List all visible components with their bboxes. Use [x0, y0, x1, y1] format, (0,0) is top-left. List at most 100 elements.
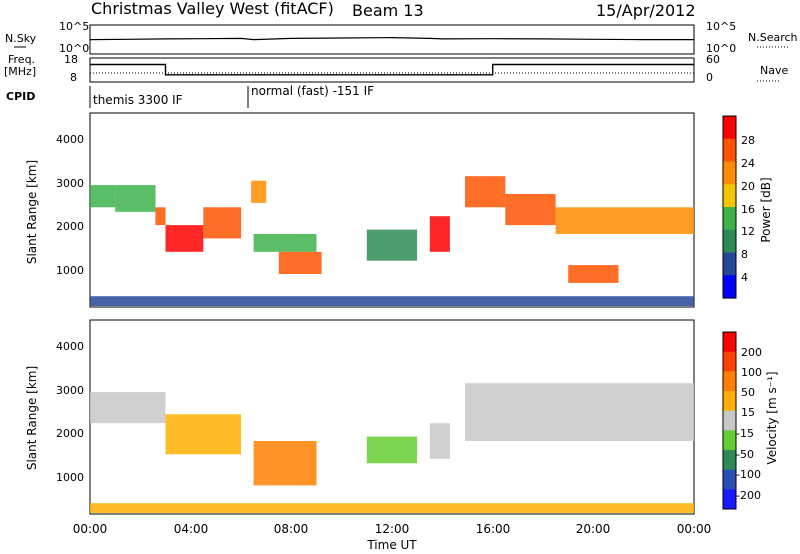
xtick-1200: 12:00 — [375, 522, 410, 536]
power-cbar-tick-28: 28 — [741, 134, 755, 147]
power-cbar-swatch-6 — [723, 252, 736, 276]
power-band-11 — [505, 194, 556, 226]
power-band-1 — [115, 185, 156, 212]
velocity-cbar-tick-neg15: -15 — [736, 427, 754, 440]
power-cbar-swatch-0 — [723, 116, 736, 140]
freq-tick-top: 18 — [64, 53, 78, 66]
velocity-cbar-swatch-2 — [723, 371, 736, 392]
power-band-5 — [251, 180, 267, 203]
power-cbar-swatch-7 — [723, 275, 736, 299]
velocity-cbar-tick-neg200: -200 — [736, 489, 761, 502]
velocity-cbar-swatch-6 — [723, 450, 736, 471]
power-cbar-tick-24: 24 — [741, 157, 755, 170]
noise-tick-left-bottom: 10^0 — [59, 42, 89, 55]
power-heatmap — [90, 176, 694, 306]
velocity-ytick-2000: 2000 — [56, 427, 84, 440]
power-band-12 — [555, 207, 694, 234]
power-cbar-label: Power [dB] — [759, 177, 773, 242]
velocity-cbar-swatch-5 — [723, 430, 736, 451]
power-ytick-2000: 2000 — [56, 220, 84, 233]
xtick-0800: 08:00 — [274, 522, 309, 536]
x-axis-label: Time UT — [366, 538, 417, 552]
power-cbar-tick-4: 4 — [741, 271, 748, 284]
xtick-0400: 04:00 — [174, 522, 209, 536]
freq-panel — [89, 57, 695, 83]
power-cbar-swatch-3 — [723, 184, 736, 208]
xtick-1600: 16:00 — [476, 522, 511, 536]
velocity-cbar-tick-100: 100 — [741, 366, 762, 379]
power-band-3 — [165, 225, 204, 252]
velocity-ytick-1000: 1000 — [56, 471, 84, 484]
velocity-cbar-outline — [722, 331, 737, 510]
power-ytick-1000: 1000 — [56, 264, 84, 277]
velocity-y-label: Slant Range [km] — [25, 366, 39, 470]
xtick-2000: 20:00 — [576, 522, 611, 536]
nave-label: Nave — [760, 64, 788, 77]
noise-tick-right-bottom: 10^0 — [706, 42, 736, 55]
power-ytick-3000: 3000 — [56, 177, 84, 190]
velocity-band-5 — [465, 383, 694, 441]
velocity-ytick-4000: 4000 — [56, 340, 84, 353]
station-title: Christmas Valley West (fitACF) — [91, 0, 334, 18]
velocity-cbar-label: Velocity [m s⁻¹] — [765, 371, 779, 464]
velocity-cbar-tick-neg100: -100 — [736, 468, 761, 481]
nave-tick-top: 60 — [706, 53, 720, 66]
velocity-band-1 — [165, 414, 241, 455]
velocity-cbar-swatch-1 — [723, 351, 736, 372]
power-band-13 — [568, 265, 619, 283]
velocity-y-ticks: 1000 2000 3000 4000 — [56, 340, 84, 484]
velocity-ytick-3000: 3000 — [56, 384, 84, 397]
velocity-cbar-swatch-8 — [723, 489, 736, 510]
nsearch-label: N.Search — [748, 31, 798, 44]
velocity-cbar-swatch-3 — [723, 391, 736, 412]
beam-title: Beam 13 — [352, 1, 424, 20]
velocity-colorbar-ticks: 200 100 50 15 -15 -50 -100 -200 — [736, 346, 762, 502]
power-cbar-swatch-2 — [723, 161, 736, 185]
xtick-2400: 00:00 — [677, 522, 712, 536]
power-cbar-outline — [722, 115, 737, 299]
power-colorbar-ticks: 4 8 12 16 20 24 28 — [741, 134, 755, 284]
date-title: 15/Apr/2012 — [596, 1, 696, 20]
velocity-band-4 — [429, 423, 450, 459]
nsky-series — [89, 36, 694, 41]
velocity-cbar-swatch-0 — [723, 332, 736, 353]
nave-tick-bottom: 0 — [706, 71, 713, 84]
power-cbar-tick-12: 12 — [741, 225, 755, 238]
noise-tick-right-top: 10^5 — [706, 20, 736, 33]
noise-tick-left-top: 10^5 — [59, 20, 89, 33]
power-ytick-4000: 4000 — [56, 133, 84, 146]
velocity-cbar-tick-15: 15 — [741, 406, 755, 419]
x-tick-labels: 00:00 04:00 08:00 12:00 16:00 20:00 00:0… — [73, 522, 712, 536]
power-cbar-swatch-4 — [723, 207, 736, 231]
freq-tick-bottom: 8 — [70, 71, 77, 84]
power-colorbar — [722, 115, 737, 299]
velocity-cbar-tick-50: 50 — [741, 386, 755, 399]
power-band-10 — [465, 176, 506, 208]
cpid-segment-1: themis 3300 IF — [93, 93, 183, 107]
velocity-cbar-swatch-4 — [723, 410, 736, 431]
velocity-band-3 — [366, 436, 418, 464]
velocity-band-6 — [90, 503, 694, 513]
power-cbar-tick-16: 16 — [741, 203, 755, 216]
nsky-label: N.Sky — [5, 32, 37, 45]
power-y-label: Slant Range [km] — [25, 160, 39, 264]
freq-label-line1: Freq. — [8, 53, 35, 66]
velocity-heatmap — [90, 383, 694, 513]
power-y-ticks: 1000 2000 3000 4000 — [56, 133, 84, 277]
velocity-cbar-tick-200: 200 — [741, 346, 762, 359]
power-cbar-tick-20: 20 — [741, 180, 755, 193]
xtick-0000: 00:00 — [73, 522, 108, 536]
power-band-4 — [203, 207, 242, 239]
power-band-6 — [253, 234, 317, 252]
velocity-band-0 — [90, 392, 166, 424]
power-band-9 — [429, 216, 450, 252]
velocity-cbar-swatch-7 — [723, 469, 736, 490]
power-band-7 — [278, 251, 322, 274]
freq-series — [90, 63, 694, 76]
power-band-2 — [155, 207, 166, 226]
power-band-8 — [366, 229, 418, 261]
velocity-cbar-tick-neg50: -50 — [736, 448, 754, 461]
cpid-label: CPID — [6, 90, 35, 103]
power-band-14 — [90, 296, 694, 306]
